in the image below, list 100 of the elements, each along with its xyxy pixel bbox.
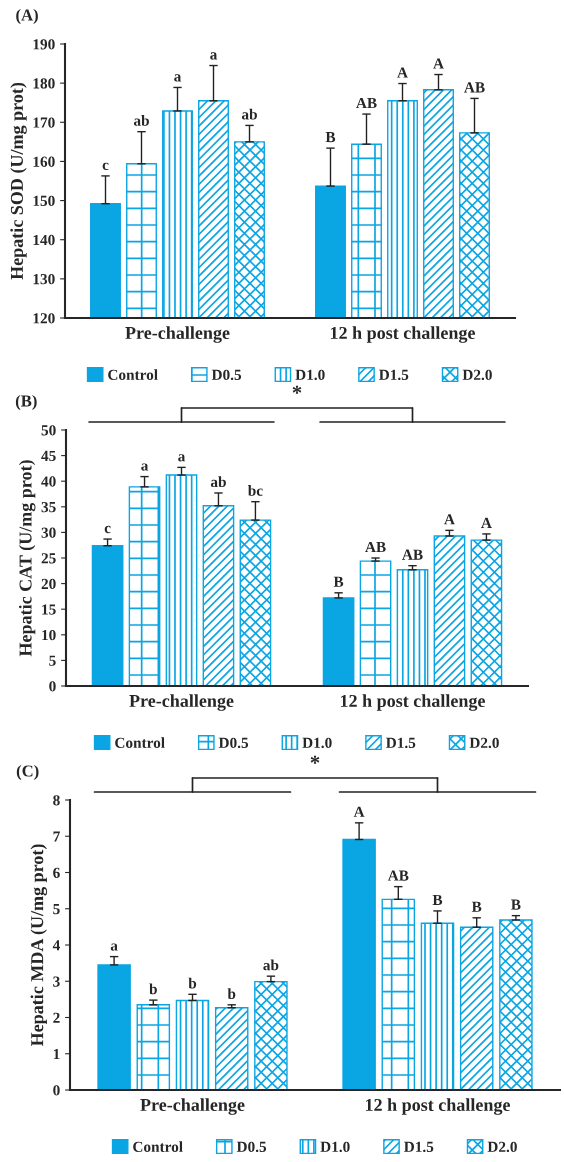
y-tick-label: 190 <box>33 39 55 50</box>
y-tick-label: 4 <box>52 940 60 951</box>
y-tick-label: 170 <box>33 117 55 128</box>
chart-title: (B) <box>15 394 37 410</box>
legend-label: D0.5 <box>211 369 242 381</box>
y-tick-label: 5 <box>53 904 60 915</box>
y-tick-label: 160 <box>33 156 55 167</box>
y-tick-label: 8 <box>53 795 60 806</box>
y-tick-label: 20 <box>41 578 56 590</box>
data-label: AB <box>356 97 377 109</box>
y-tick-label: 140 <box>33 234 55 246</box>
y-tick-label: 15 <box>42 604 56 615</box>
data-label: AB <box>387 870 409 881</box>
data-label: bc <box>247 485 263 496</box>
legend-label: D2.0 <box>469 737 499 749</box>
data-label: a <box>110 943 118 951</box>
y-tick-label: 30 <box>41 527 56 538</box>
legend-label: D1.5 <box>386 737 416 749</box>
data-label: b <box>227 988 236 999</box>
y-tick-label: 45 <box>41 450 56 462</box>
bar <box>420 922 455 1090</box>
bar <box>381 898 416 1090</box>
y-tick-label: 130 <box>33 274 55 285</box>
legend-label: Control <box>108 369 158 380</box>
data-label: ab <box>263 959 279 971</box>
bar <box>459 926 494 1090</box>
bar <box>97 964 131 1090</box>
legend-label: Control <box>115 737 165 748</box>
bar <box>165 474 198 686</box>
bar <box>202 505 235 686</box>
y-tick-label: 25 <box>41 553 56 564</box>
legend-label: D2.0 <box>462 369 492 381</box>
data-label: A <box>353 806 365 817</box>
y-tick-label: 1 <box>53 1048 60 1060</box>
x-tick-label: Pre-challenge <box>129 694 234 711</box>
bar <box>136 1004 171 1090</box>
text: * <box>292 385 302 394</box>
legend-label: Control <box>133 1141 183 1152</box>
y-tick-label: 120 <box>33 313 55 324</box>
y-tick-label: 7 <box>53 831 60 842</box>
y-tick-label: 35 <box>41 501 56 513</box>
data-label: B <box>325 132 336 143</box>
x-tick-label: 12 h post challenge <box>330 326 476 343</box>
y-tick-label: 0 <box>49 681 56 692</box>
data-label: a <box>141 463 149 471</box>
y-axis-title: Hepatic SOD (U/mg prot) <box>10 82 27 280</box>
legend-label: D1.0 <box>302 737 332 749</box>
data-label: AB <box>464 82 485 93</box>
data-label: ab <box>241 108 257 120</box>
x-tick-label: Pre-challenge <box>140 1098 245 1115</box>
data-label: A <box>397 67 408 78</box>
data-label: ab <box>210 476 226 488</box>
legend-label: D0.5 <box>236 1141 267 1153</box>
x-tick-label: 12 h post challenge <box>340 694 486 711</box>
bar <box>396 569 429 686</box>
data-label: b <box>188 977 197 989</box>
data-label: b <box>149 983 157 995</box>
data-label: a <box>178 454 186 462</box>
bar <box>175 999 210 1090</box>
y-tick-label: 3 <box>53 976 60 987</box>
x-tick-label: 12 h post challenge <box>365 1098 511 1115</box>
y-tick-label: 180 <box>33 78 55 89</box>
data-label: a <box>174 74 182 82</box>
chart-title: (A) <box>16 8 38 24</box>
bar <box>91 545 124 686</box>
legend-label: D1.5 <box>404 1141 434 1153</box>
bar <box>128 486 161 686</box>
data-label: B <box>333 576 344 587</box>
bar <box>254 980 288 1090</box>
data-label: A <box>444 514 455 525</box>
y-tick-label: 2 <box>53 1012 60 1023</box>
data-label: B <box>432 894 443 905</box>
text: * <box>310 755 320 764</box>
y-tick-label: 6 <box>53 867 60 878</box>
legend-label: D1.0 <box>320 1141 350 1153</box>
y-axis-title: Hepatic MDA (U/mg prot) <box>30 844 48 1047</box>
y-tick-label: 5 <box>49 655 56 666</box>
y-tick-label: 40 <box>41 476 56 487</box>
bar <box>342 838 376 1090</box>
legend-label: D0.5 <box>218 737 249 749</box>
legend-label: D2.0 <box>487 1141 517 1153</box>
data-label: a <box>210 52 218 60</box>
bar <box>322 597 355 686</box>
x-tick-label: Pre-challenge <box>125 326 230 343</box>
y-axis-title: Hepatic CAT (U/mg prot) <box>18 460 36 657</box>
bar <box>214 1007 249 1090</box>
legend-label: D1.0 <box>295 369 325 381</box>
bar <box>499 919 533 1090</box>
bar <box>239 519 272 686</box>
bar <box>359 560 392 686</box>
data-label: c <box>104 525 111 534</box>
data-label: B <box>511 899 521 910</box>
data-label: A <box>481 517 492 528</box>
bar <box>433 535 466 686</box>
data-label: AB <box>365 541 386 553</box>
y-tick-label: 50 <box>41 425 56 436</box>
y-tick-label: 150 <box>33 195 55 207</box>
data-label: c <box>102 162 109 171</box>
data-label: B <box>471 901 482 912</box>
chart-title: (C) <box>16 764 39 780</box>
